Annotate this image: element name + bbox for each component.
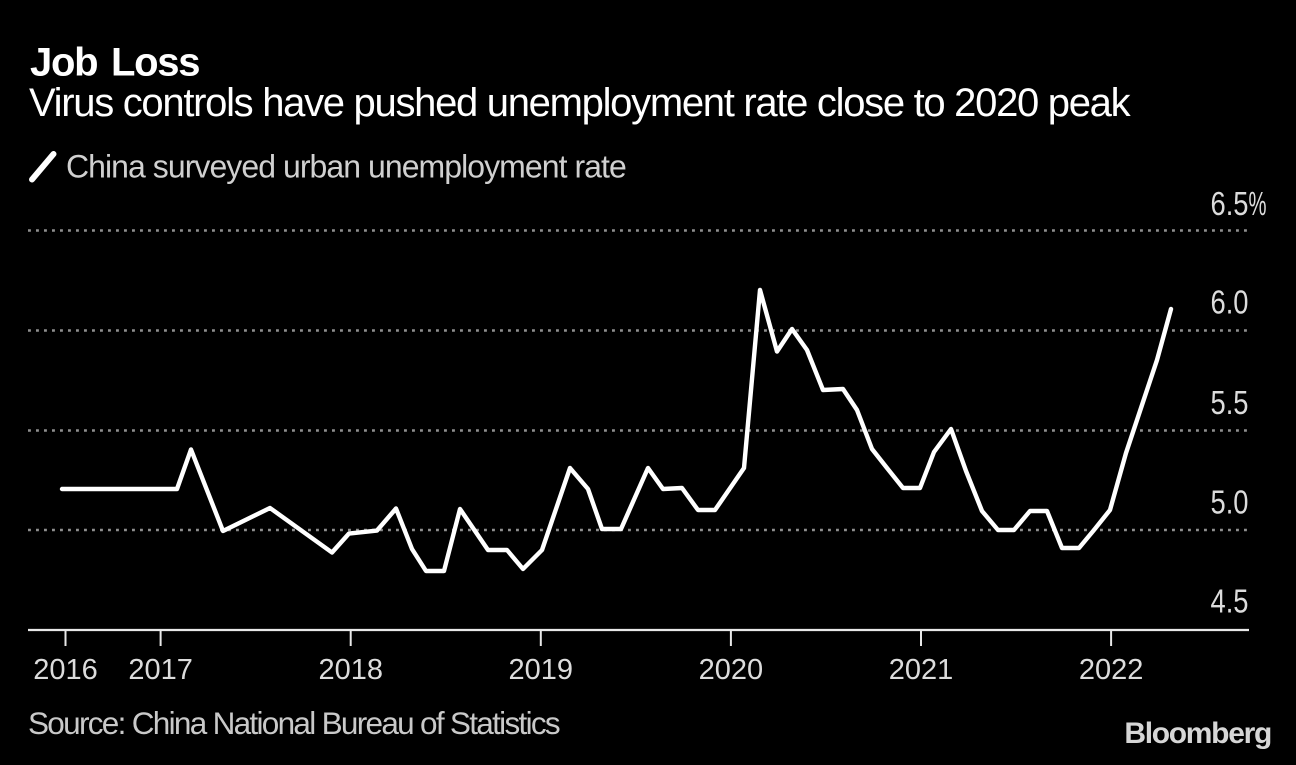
svg-text:2017: 2017 <box>128 654 193 686</box>
svg-text:2022: 2022 <box>1079 654 1144 686</box>
svg-text:2019: 2019 <box>509 654 574 686</box>
svg-text:Source: China National Bureau: Source: China National Bureau of Statist… <box>28 705 560 741</box>
svg-text:2020: 2020 <box>699 654 764 686</box>
svg-text:Bloomberg: Bloomberg <box>1124 717 1271 750</box>
svg-text:6.5: 6.5 <box>1211 185 1249 222</box>
svg-text:China surveyed urban unemploym: China surveyed urban unemployment rate <box>66 149 626 185</box>
svg-text:2018: 2018 <box>318 654 383 686</box>
svg-text:5.0: 5.0 <box>1211 484 1249 521</box>
svg-text:5.5: 5.5 <box>1211 384 1249 421</box>
svg-text:Virus controls have pushed une: Virus controls have pushed unemployment … <box>29 81 1132 125</box>
svg-text:Job Loss: Job Loss <box>30 41 199 85</box>
svg-text:2016: 2016 <box>33 654 98 686</box>
svg-text:%: % <box>1249 185 1267 222</box>
svg-text:4.5: 4.5 <box>1211 583 1249 620</box>
svg-text:6.0: 6.0 <box>1211 284 1249 321</box>
svg-text:2021: 2021 <box>889 654 954 686</box>
